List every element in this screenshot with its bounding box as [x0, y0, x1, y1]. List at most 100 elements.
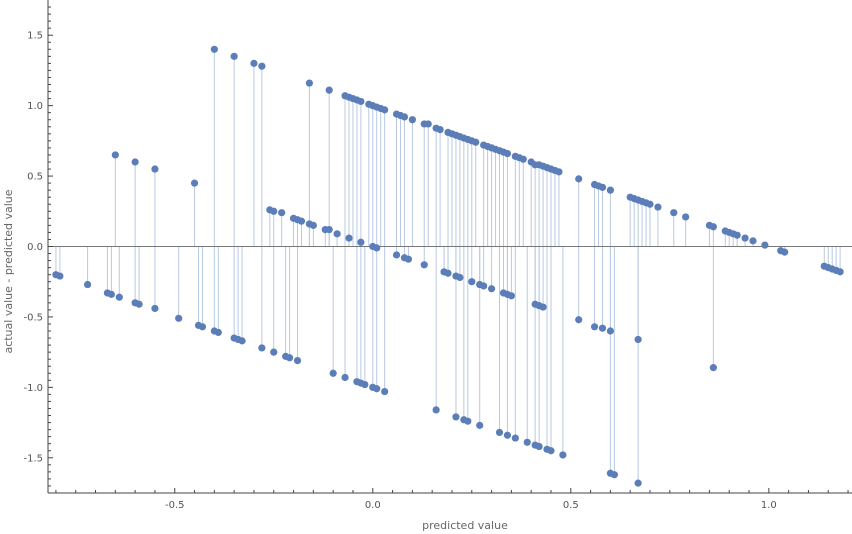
data-point: [598, 324, 607, 332]
x-tick-label: -0.5: [165, 500, 185, 511]
data-point: [135, 300, 143, 308]
data-point: [610, 471, 618, 479]
data-point: [646, 200, 654, 208]
data-point: [634, 479, 642, 487]
data-point: [341, 373, 349, 382]
data-point: [836, 268, 844, 276]
data-point: [373, 244, 381, 252]
data-point: [190, 179, 199, 187]
data-point: [381, 106, 389, 114]
data-point: [495, 428, 504, 437]
data-point: [606, 186, 615, 194]
data-point: [345, 234, 353, 242]
data-point: [238, 337, 246, 345]
x-axis-ticks: -0.5 0.0 0.5 1.0: [55, 488, 849, 511]
data-point: [325, 86, 333, 94]
data-point: [436, 125, 444, 134]
data-point: [329, 369, 337, 377]
x-tick-label: 0.0: [365, 500, 381, 511]
data-point: [523, 438, 531, 446]
data-point: [575, 316, 583, 324]
data-point: [408, 116, 416, 124]
data-point: [111, 151, 119, 159]
data-point: [175, 314, 183, 322]
data-point: [392, 251, 401, 259]
data-point: [634, 335, 642, 344]
data-point: [151, 304, 159, 313]
data-point: [432, 406, 440, 414]
y-tick-label: -1.5: [23, 453, 43, 464]
data-point: [270, 348, 278, 356]
data-point: [733, 231, 741, 239]
stem-lines: [55, 49, 841, 484]
data-point: [131, 158, 139, 166]
x-tick-label: 1.0: [761, 500, 777, 511]
data-point: [325, 225, 333, 234]
data-point: [361, 380, 369, 389]
y-tick-label: 0.0: [27, 242, 43, 253]
y-axis-title: actual value - predicted value: [2, 189, 15, 353]
data-point: [598, 183, 607, 191]
data-point: [682, 213, 690, 221]
data-point: [309, 221, 317, 229]
data-point: [357, 97, 365, 106]
data-point: [250, 59, 258, 67]
data-point: [472, 138, 480, 146]
data-point: [590, 323, 599, 331]
x-tick-label: 0.5: [563, 500, 579, 511]
data-point: [404, 255, 413, 263]
data-point: [503, 431, 512, 439]
data-point: [400, 113, 409, 121]
data-point: [575, 175, 583, 183]
data-point: [476, 421, 484, 429]
data-point: [654, 203, 662, 211]
data-point: [606, 327, 615, 335]
data-point: [741, 234, 749, 242]
data-point: [444, 269, 452, 277]
data-point: [709, 364, 717, 372]
data-point: [258, 62, 266, 70]
data-point: [555, 168, 563, 176]
data-point: [357, 238, 365, 246]
data-point: [305, 79, 313, 87]
y-tick-label: -1.0: [23, 383, 43, 394]
data-point: [210, 45, 218, 53]
data-point: [503, 149, 512, 158]
data-point: [214, 328, 222, 337]
data-point: [539, 303, 547, 311]
data-point: [297, 217, 306, 225]
data-point: [107, 290, 115, 298]
data-point: [511, 434, 519, 442]
data-point: [487, 285, 496, 293]
data-point: [670, 209, 678, 217]
y-tick-label: 0.5: [27, 172, 43, 183]
data-point: [519, 155, 527, 163]
x-axis-title: predicted value: [422, 519, 508, 532]
data-point: [151, 165, 159, 173]
y-tick-label: 1.0: [27, 101, 43, 112]
data-point: [535, 442, 543, 451]
data-point: [278, 209, 286, 217]
data-point: [456, 273, 464, 282]
data-point: [373, 385, 381, 393]
data-point: [761, 241, 769, 249]
y-tick-label: -0.5: [23, 312, 43, 323]
data-point: [270, 207, 278, 215]
data-point: [559, 451, 567, 459]
data-point: [452, 413, 460, 421]
data-point: [507, 292, 515, 300]
data-point: [781, 248, 789, 256]
data-point: [420, 261, 428, 269]
data-point: [198, 323, 207, 331]
data-point: [547, 447, 555, 455]
data-point: [480, 282, 488, 290]
y-tick-label: 1.5: [27, 31, 43, 42]
data-point: [285, 354, 294, 362]
data-point: [230, 52, 238, 60]
data-point: [464, 417, 472, 425]
data-point: [258, 344, 266, 352]
data-point: [56, 272, 64, 280]
data-point: [468, 278, 476, 286]
data-point: [424, 120, 432, 128]
